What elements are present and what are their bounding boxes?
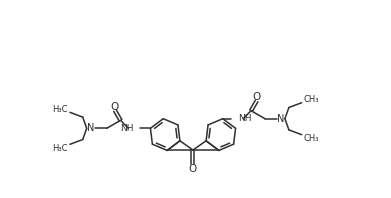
Text: NH: NH [120,124,133,133]
Text: N: N [87,123,94,133]
Text: O: O [189,164,197,174]
Text: N: N [277,114,285,124]
Text: O: O [111,102,119,112]
Text: O: O [253,92,261,102]
Text: CH₃: CH₃ [304,95,319,104]
Text: NH: NH [238,114,252,123]
Text: H₃C: H₃C [52,105,68,114]
Text: CH₃: CH₃ [304,134,319,143]
Text: H₃C: H₃C [52,144,68,153]
